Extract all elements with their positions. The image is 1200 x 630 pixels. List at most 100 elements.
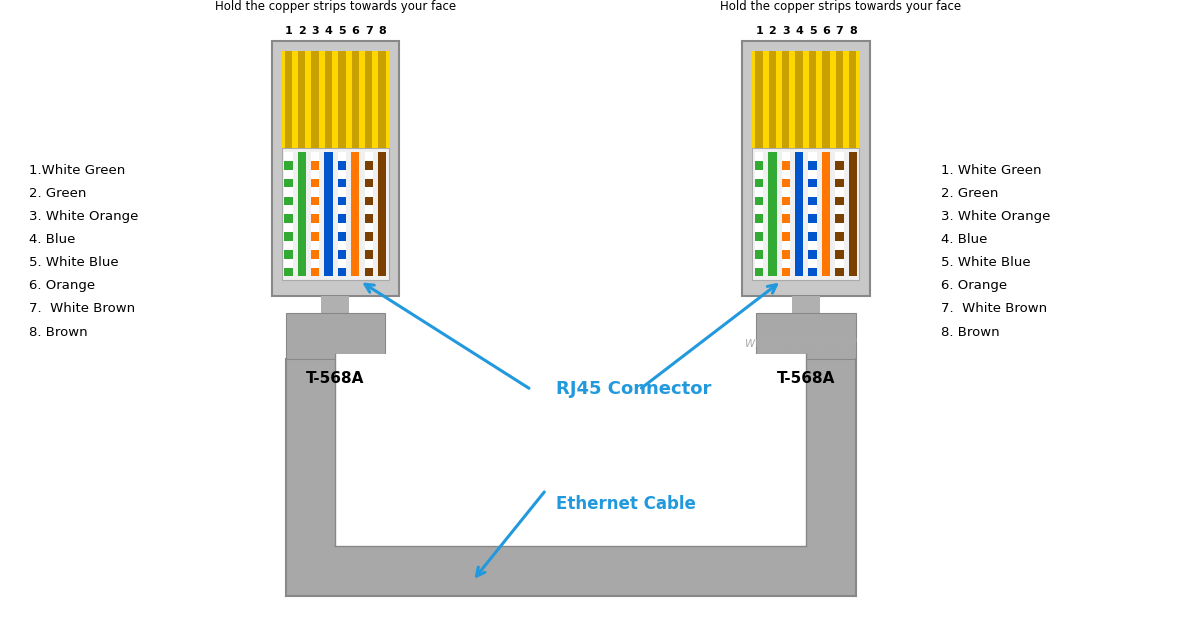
Bar [284, 197, 293, 205]
Bar [311, 250, 319, 258]
Bar [835, 51, 842, 148]
Bar [311, 268, 319, 277]
Bar [284, 232, 293, 241]
Bar [365, 268, 373, 277]
Bar [781, 179, 790, 187]
Bar [806, 359, 856, 596]
Bar [365, 197, 373, 205]
Bar [337, 161, 346, 169]
Bar [311, 214, 319, 223]
Bar [338, 51, 346, 148]
Text: RJ45 Connector: RJ45 Connector [556, 380, 712, 398]
Bar [322, 295, 349, 314]
Text: T-568A: T-568A [776, 371, 835, 386]
Bar [324, 152, 332, 277]
Bar [365, 51, 372, 148]
Text: 3: 3 [311, 26, 319, 36]
Text: 6. Orange: 6. Orange [29, 280, 96, 292]
Text: T-568A: T-568A [306, 371, 365, 386]
Text: 4: 4 [325, 26, 332, 36]
Bar [284, 152, 293, 277]
Bar [312, 51, 319, 148]
Text: 5: 5 [338, 26, 346, 36]
Bar [286, 359, 335, 596]
Text: 3. White Orange: 3. White Orange [29, 210, 139, 223]
Text: Hold the copper strips towards your face: Hold the copper strips towards your face [720, 0, 961, 13]
Text: 2: 2 [298, 26, 306, 36]
Bar [337, 232, 346, 241]
Text: Hold the copper strips towards your face: Hold the copper strips towards your face [215, 0, 456, 13]
Bar [311, 161, 319, 169]
Bar [809, 232, 817, 241]
Bar [809, 51, 816, 148]
Text: 8. Brown: 8. Brown [29, 326, 88, 338]
Bar [365, 250, 373, 258]
Text: 2: 2 [768, 26, 776, 36]
Text: 6: 6 [822, 26, 830, 36]
Bar [325, 51, 332, 148]
Text: 4. Blue: 4. Blue [29, 233, 76, 246]
Bar [284, 161, 293, 169]
Text: 1. White Green: 1. White Green [941, 164, 1042, 177]
Bar [335, 355, 806, 546]
Bar [282, 51, 389, 148]
Bar [792, 295, 820, 314]
Bar [768, 152, 776, 277]
Bar [809, 161, 817, 169]
Bar [835, 161, 844, 169]
Bar [352, 51, 359, 148]
Bar [809, 197, 817, 205]
Bar [755, 197, 763, 205]
Bar [835, 250, 844, 258]
Bar [365, 179, 373, 187]
Bar [809, 179, 817, 187]
Text: 2. Green: 2. Green [941, 187, 998, 200]
Text: 2. Green: 2. Green [29, 187, 86, 200]
Text: 8: 8 [848, 26, 857, 36]
Text: 5. White Blue: 5. White Blue [941, 256, 1031, 270]
Bar [378, 152, 386, 277]
Bar [378, 51, 385, 148]
Text: 3. White Orange: 3. White Orange [941, 210, 1051, 223]
Bar [755, 268, 763, 277]
Text: 3: 3 [782, 26, 790, 36]
Bar [352, 152, 360, 277]
Bar [835, 268, 844, 277]
Bar [835, 152, 844, 277]
Bar [796, 152, 803, 277]
Text: 7.  White Brown: 7. White Brown [941, 302, 1048, 316]
Bar [365, 152, 373, 277]
Text: 1: 1 [284, 26, 293, 36]
Bar [781, 250, 790, 258]
Bar [850, 51, 857, 148]
Bar [835, 214, 844, 223]
Bar [337, 214, 346, 223]
Bar [809, 250, 817, 258]
Bar [311, 197, 319, 205]
Bar [365, 232, 373, 241]
Bar [809, 268, 817, 277]
Bar [311, 179, 319, 187]
Bar [752, 51, 859, 148]
Bar [752, 148, 859, 280]
Text: 5: 5 [809, 26, 816, 36]
Bar [848, 152, 857, 277]
Bar [781, 197, 790, 205]
Bar [337, 152, 346, 277]
Text: 4. Blue: 4. Blue [941, 233, 988, 246]
Text: WWW.ETechnoG.COM: WWW.ETechnoG.COM [745, 339, 857, 348]
Bar [311, 232, 319, 241]
Bar [284, 51, 292, 148]
Bar [796, 51, 803, 148]
Text: 1: 1 [755, 26, 763, 36]
Bar [282, 148, 389, 280]
Bar [809, 214, 817, 223]
Bar [298, 152, 306, 277]
Text: 1.White Green: 1.White Green [29, 164, 126, 177]
Bar [769, 51, 776, 148]
Bar [809, 152, 817, 277]
Bar [286, 314, 385, 359]
Bar [835, 232, 844, 241]
Bar [755, 232, 763, 241]
Bar [286, 546, 856, 596]
